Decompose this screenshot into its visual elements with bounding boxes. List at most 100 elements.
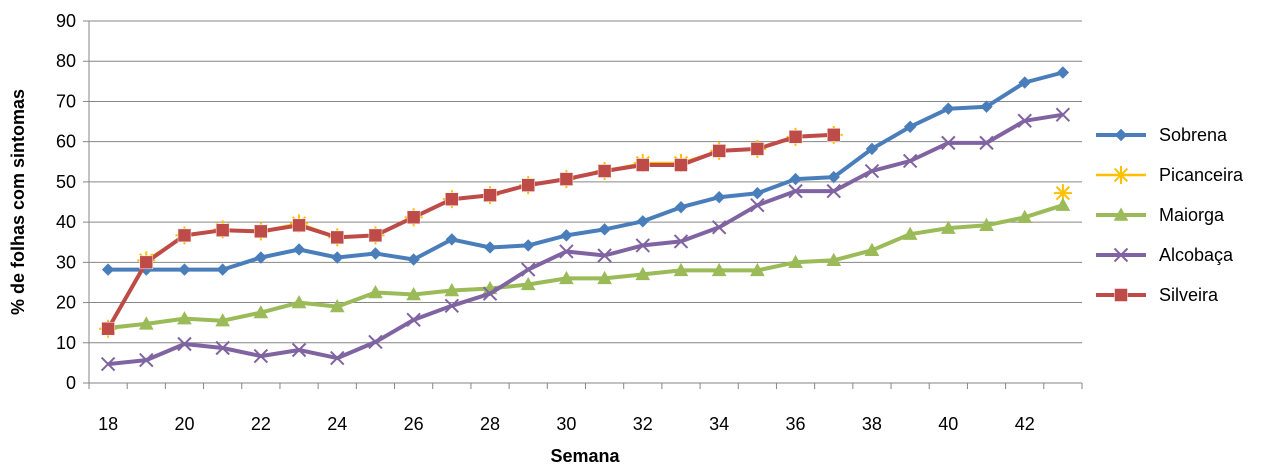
y-tick-label: 30 [56,252,76,272]
legend-swatch-marker [1114,128,1128,142]
data-point [1018,76,1031,89]
data-point [940,220,956,234]
legend-item: Sobrena [1096,125,1228,145]
data-point [712,144,726,158]
data-point [635,266,651,281]
data-point [407,253,420,266]
series-silveira [101,128,841,336]
data-point [368,228,383,243]
data-point [100,356,116,372]
data-point [139,255,154,270]
data-point [597,270,612,285]
legend-label: Picanceira [1159,165,1244,185]
data-point [674,201,688,214]
legend-swatch-marker [1112,166,1130,184]
x-tick-label: 20 [174,414,194,434]
legend-swatch-marker [1113,247,1129,263]
data-point [559,172,574,186]
data-point [331,251,344,264]
data-point [636,215,649,228]
data-point [292,218,306,233]
data-point [139,352,154,368]
data-point [177,228,192,243]
data-point [215,223,230,237]
y-tick-label: 0 [66,373,76,393]
y-tick-label: 60 [56,132,76,152]
y-tick-label: 10 [56,333,76,353]
y-tick-label: 20 [56,293,76,313]
data-point [254,224,268,239]
data-point [292,243,306,256]
data-point [368,334,383,350]
x-tick-label: 22 [251,414,271,434]
data-point [483,188,497,202]
data-point [712,190,726,204]
x-tick-label: 28 [480,414,500,434]
plot-area [99,66,1072,372]
data-point [750,262,765,277]
data-point [559,270,574,285]
data-point [865,142,879,156]
x-tick-label: 32 [633,414,653,434]
y-tick-label: 40 [56,212,76,232]
data-point [215,340,230,356]
legend: Sobrena Picanceira Maiorga Alcobaça Silveira [1096,125,1244,305]
data-point [827,128,841,142]
data-point [444,282,460,297]
x-tick-label: 42 [1015,414,1035,434]
data-point [673,262,689,277]
data-point [826,183,841,199]
data-point [789,172,802,186]
data-point [827,170,840,184]
x-tick-label: 36 [786,414,806,434]
y-tick-label: 90 [56,11,76,31]
y-axis-ticks: 0 10 20 30 40 50 60 70 80 90 [56,11,76,393]
x-axis-title: Semana [550,446,620,466]
x-axis-ticks: 18 20 22 24 26 28 30 32 34 36 38 40 42 [98,414,1035,434]
series-line [107,112,1064,367]
data-point [177,311,192,325]
data-point [826,252,842,267]
data-point [444,298,460,313]
data-point [560,229,573,242]
legend-swatch-marker [1113,207,1129,221]
data-point [521,178,535,192]
data-point [216,263,229,276]
y-tick-label: 70 [56,91,76,111]
data-point [597,248,612,263]
data-point [788,130,803,144]
x-tick-label: 40 [938,414,958,434]
data-point [711,262,727,277]
data-point [138,316,154,330]
data-point [864,163,880,179]
data-point [673,234,689,249]
data-point [598,223,611,236]
data-point [445,233,459,246]
data-point [329,299,345,313]
data-point [979,135,994,151]
data-point [902,153,918,169]
data-point [597,164,612,178]
y-tick-label: 80 [56,51,76,71]
data-point [368,284,383,299]
data-point [902,226,918,240]
series-maiorga [100,197,1071,334]
legend-label: Sobrena [1159,125,1228,145]
data-point [253,305,269,319]
data-point [711,220,727,235]
data-point [406,286,421,301]
data-point [788,183,803,199]
legend-item: Picanceira [1096,165,1244,185]
legend-label: Alcobaça [1159,245,1234,265]
data-point [979,217,994,232]
data-point [751,186,764,200]
data-point [406,312,421,328]
data-point [636,158,650,172]
x-tick-label: 38 [862,414,882,434]
data-point [522,239,535,252]
series-sobrena [101,66,1070,276]
data-point [903,120,917,133]
data-point [215,313,231,327]
data-point [330,350,345,366]
data-point [406,210,421,225]
